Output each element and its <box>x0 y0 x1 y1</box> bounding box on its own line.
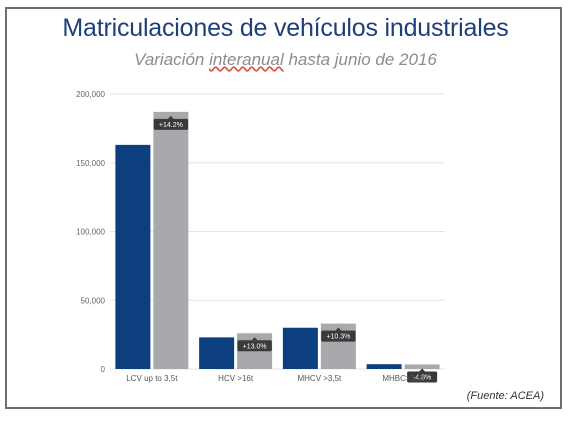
data-label: +13.0% <box>243 343 267 350</box>
bar-series-b <box>404 364 440 369</box>
chart-subtitle: Variación interanual hasta junio de 2016 <box>0 50 571 70</box>
subtitle-suffix: hasta junio de 2016 <box>283 50 437 69</box>
x-category-label: MHCV >3,5t <box>297 374 342 383</box>
data-label-box <box>321 330 356 342</box>
x-category-label: MHBC>3,5t <box>382 374 424 383</box>
bar-series-a <box>115 144 151 369</box>
bar-series-a <box>282 327 318 369</box>
data-label-pointer <box>419 368 426 372</box>
chart-title: Matriculaciones de vehículos industriale… <box>62 14 509 42</box>
subtitle-underlined-word: interanual <box>209 50 284 69</box>
x-category-label: HCV >16t <box>218 374 254 383</box>
data-label-pointer <box>167 115 174 119</box>
data-label-pointer <box>251 337 258 341</box>
data-label-box <box>237 340 272 352</box>
x-category-label: LCV up to 3,5t <box>126 374 178 383</box>
y-tick-label: 200,000 <box>76 90 105 99</box>
data-label-box <box>153 118 189 130</box>
subtitle-prefix: Variación <box>134 50 210 69</box>
bar-series-a <box>199 337 235 369</box>
data-label-box <box>407 371 438 383</box>
y-tick-label: 150,000 <box>76 159 105 168</box>
y-tick-label: 100,000 <box>76 228 105 237</box>
data-label: +14.2% <box>159 122 183 129</box>
data-label: -4.8% <box>413 374 431 381</box>
y-tick-label: 0 <box>101 365 106 374</box>
y-tick-label: 50,000 <box>81 296 106 305</box>
source-note: (Fuente: ACEA) <box>466 390 544 402</box>
bar-series-b <box>153 111 189 369</box>
data-label-pointer <box>335 327 342 331</box>
bar-series-a <box>366 364 402 369</box>
data-label: +10.3% <box>326 334 350 341</box>
